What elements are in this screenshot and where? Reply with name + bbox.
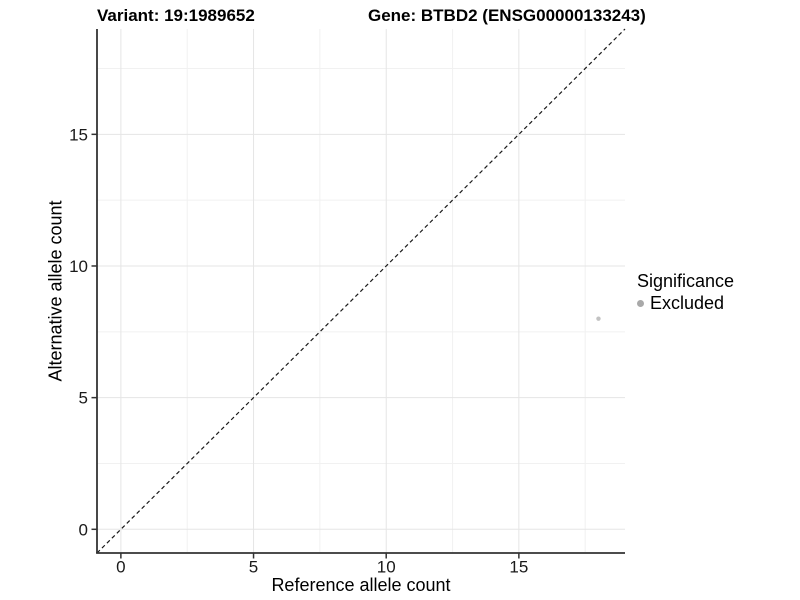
y-tick-label: 0 bbox=[79, 520, 88, 539]
x-tick-label: 15 bbox=[509, 558, 528, 577]
plot-title-gene: Gene: BTBD2 (ENSG00000133243) bbox=[368, 6, 646, 25]
legend-key-dot-icon bbox=[637, 299, 644, 307]
y-tick-label: 15 bbox=[69, 125, 88, 144]
legend: Significance Excluded bbox=[637, 270, 734, 314]
x-tick-label: 0 bbox=[116, 558, 125, 577]
identity-line bbox=[96, 28, 626, 554]
plot-title-variant: Variant: 19:1989652 bbox=[97, 6, 255, 25]
x-tick-label: 5 bbox=[249, 558, 258, 577]
y-tick-label: 5 bbox=[79, 389, 88, 408]
legend-item-label: Excluded bbox=[650, 293, 725, 313]
y-tick-label: 10 bbox=[69, 257, 88, 276]
legend-item-excluded: Excluded bbox=[637, 292, 734, 314]
x-axis-title: Reference allele count bbox=[271, 575, 451, 595]
y-axis-title: Alternative allele count bbox=[45, 200, 66, 382]
scatter-point bbox=[596, 316, 601, 321]
x-tick-label: 10 bbox=[377, 558, 396, 577]
legend-title: Significance bbox=[637, 271, 735, 291]
